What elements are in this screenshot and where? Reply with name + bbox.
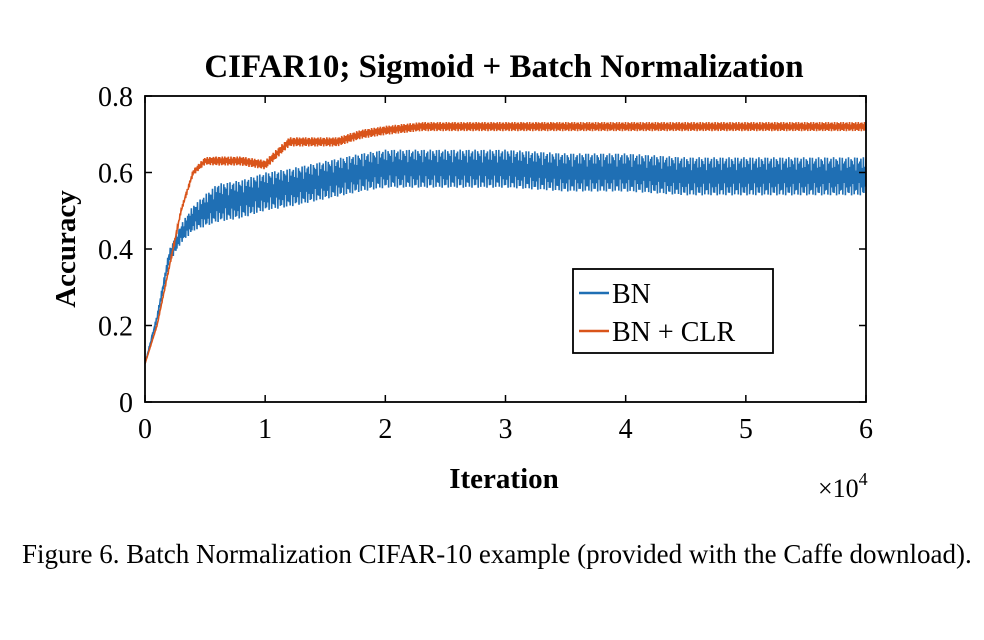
chart-svg: CIFAR10; Sigmoid + Batch Normalization A… bbox=[50, 49, 873, 503]
chart-title: CIFAR10; Sigmoid + Batch Normalization bbox=[204, 49, 803, 85]
plot-area: 0 1 2 3 4 5 6 0 0.2 0.4 0.6 0.8 bbox=[98, 82, 873, 445]
y-tick-label: 0.8 bbox=[98, 82, 133, 113]
y-tick-label: 0.4 bbox=[98, 235, 133, 266]
y-tick-label: 0.6 bbox=[98, 159, 133, 190]
figure-caption: Figure 6. Batch Normalization CIFAR-10 e… bbox=[22, 539, 972, 569]
y-tick-label: 0.2 bbox=[98, 312, 133, 343]
series-line-bn-clr bbox=[145, 121, 866, 365]
axes-box bbox=[144, 95, 867, 403]
x-multiplier-exponent: 4 bbox=[859, 469, 868, 489]
x-tick-label: 4 bbox=[619, 414, 633, 445]
chart-figure: CIFAR10; Sigmoid + Batch Normalization A… bbox=[22, 49, 972, 569]
legend-box bbox=[572, 268, 774, 354]
y-axis-label: Accuracy bbox=[50, 190, 82, 308]
legend-label: BN bbox=[612, 279, 651, 310]
y-tick-label: 0 bbox=[119, 388, 133, 419]
x-tick-label: 5 bbox=[739, 414, 753, 445]
x-axis-label: Iteration bbox=[449, 463, 559, 495]
series-line-bn bbox=[145, 149, 866, 364]
x-tick-label: 0 bbox=[138, 414, 152, 445]
legend-label: BN + CLR bbox=[612, 317, 735, 348]
legend: BN BN + CLR bbox=[572, 268, 774, 354]
x-tick-label: 1 bbox=[258, 414, 272, 445]
x-multiplier-base: ×10 bbox=[818, 474, 859, 503]
x-tick-label: 2 bbox=[378, 414, 392, 445]
x-tick-label: 3 bbox=[499, 414, 513, 445]
x-multiplier-label: ×104 bbox=[818, 469, 868, 503]
x-tick-label: 6 bbox=[859, 414, 873, 445]
